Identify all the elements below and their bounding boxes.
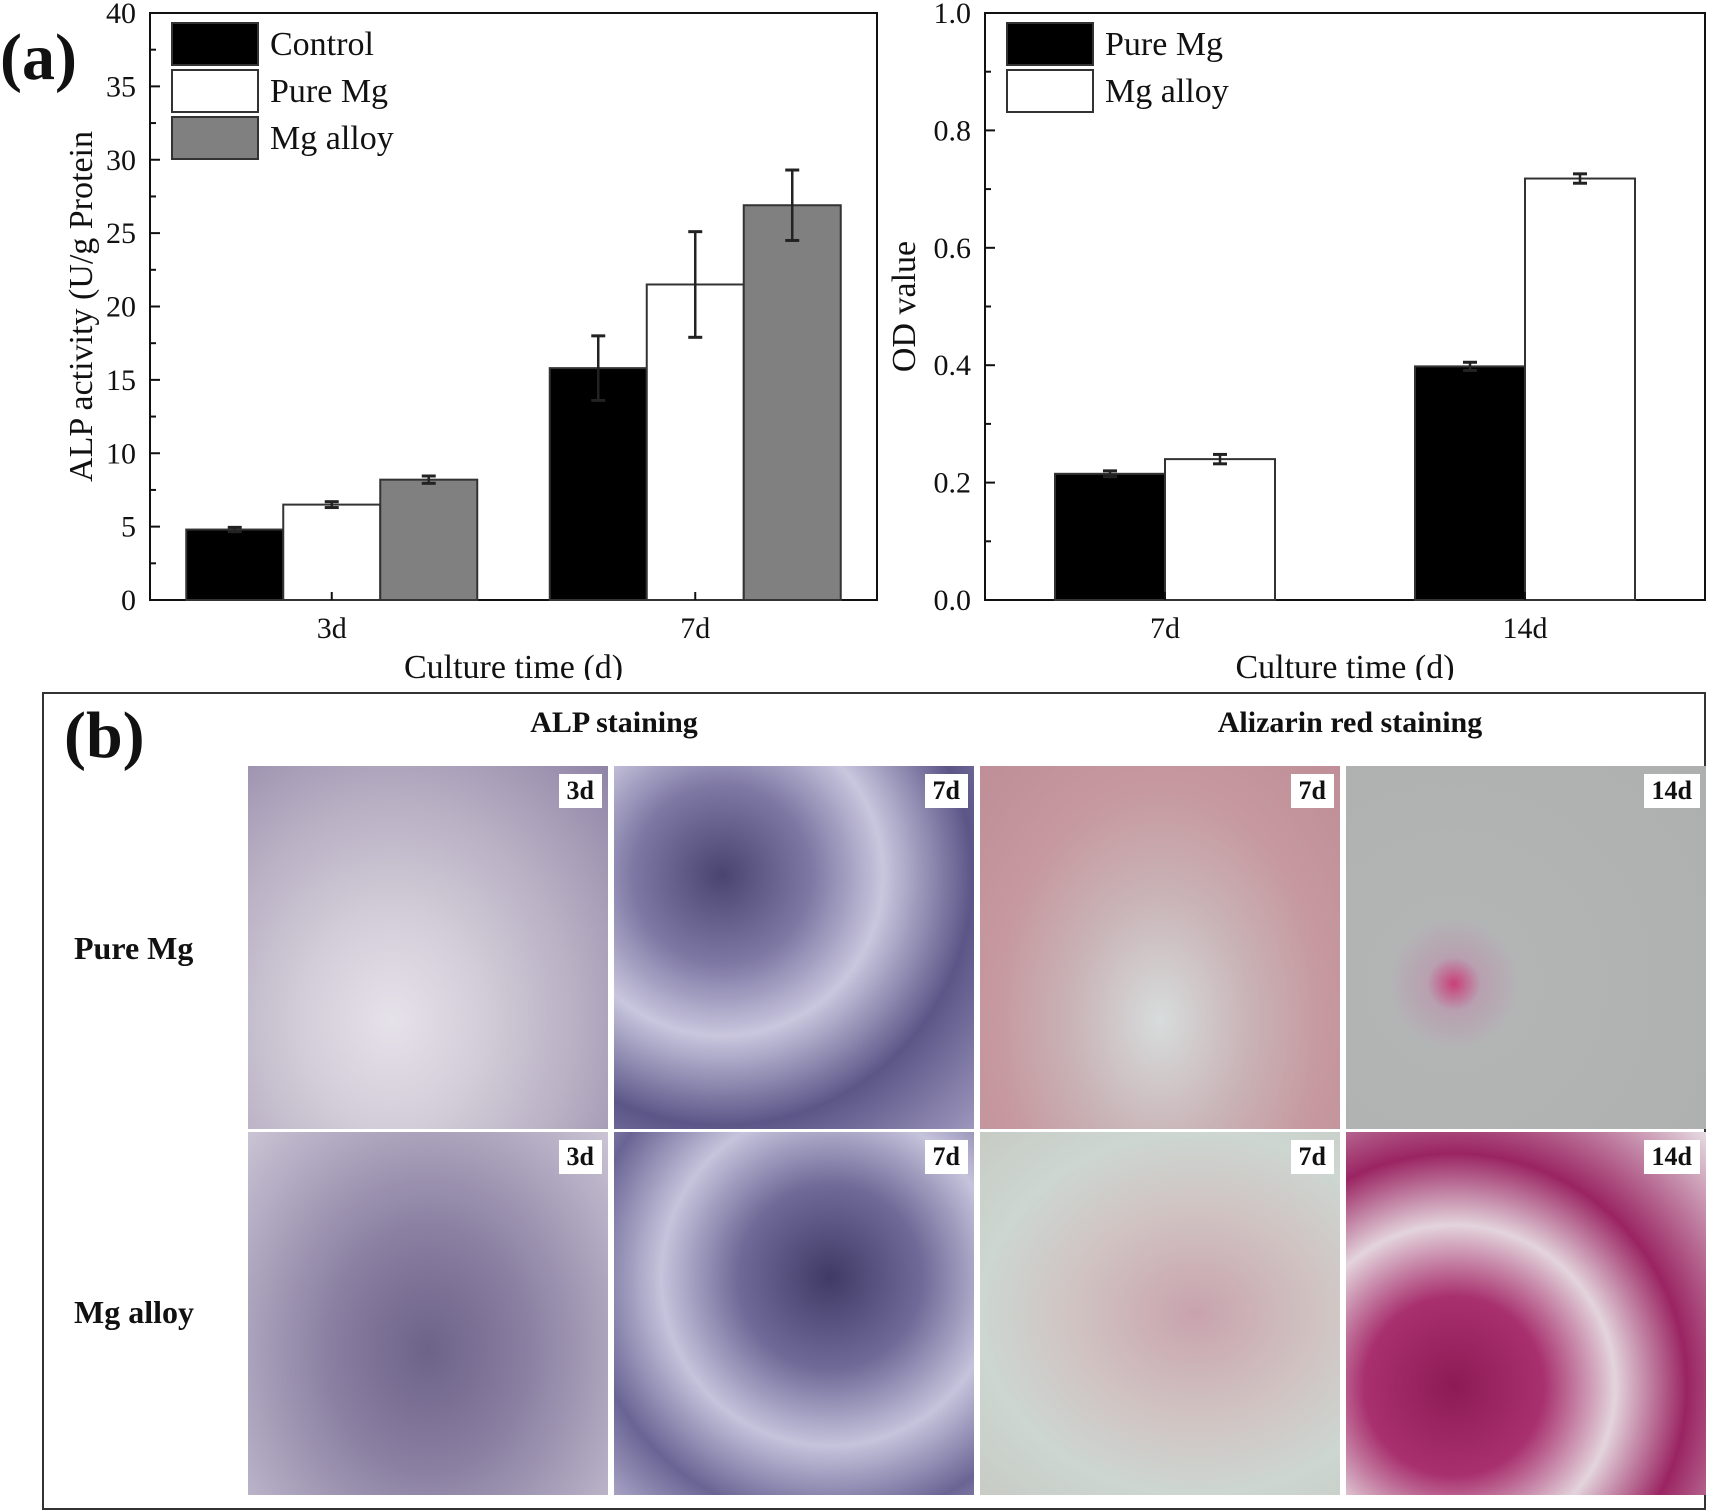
y-tick-label: 20 — [106, 291, 136, 324]
day-tag: 7d — [924, 774, 968, 808]
x-axis-label: Culture time (d) — [1235, 649, 1454, 680]
legend-swatch — [1006, 22, 1094, 66]
y-axis-label: OD value — [886, 241, 923, 372]
bar-control — [548, 367, 648, 602]
day-tag: 3d — [558, 774, 602, 808]
bar-pure-mg — [1054, 472, 1166, 602]
x-axis-label: Culture time (d) — [404, 649, 623, 680]
y-tick-label: 15 — [106, 364, 136, 397]
staining-panel: (b) ALP staining Alizarin red staining P… — [42, 692, 1706, 1510]
legend-swatch — [171, 116, 259, 160]
micrograph-pure-mg-alizarin-14d: 14d — [1346, 766, 1706, 1129]
micrograph-pure-mg-alp-3d: 3d — [248, 766, 608, 1129]
day-tag: 7d — [1290, 774, 1334, 808]
legend-swatch — [171, 22, 259, 66]
legend-label: Pure Mg — [1105, 26, 1223, 63]
bar-pure-mg — [282, 503, 382, 601]
day-tag: 3d — [558, 1140, 602, 1174]
micrograph-pure-mg-alp-7d: 7d — [614, 766, 974, 1129]
panel-a-label: (a) — [0, 21, 77, 94]
y-tick-label: 5 — [121, 511, 136, 544]
y-tick-label: 35 — [106, 70, 136, 103]
x-tick-label: 7d — [680, 612, 710, 645]
y-tick-label: 0.4 — [934, 349, 972, 382]
y-tick-label: 0.8 — [934, 114, 972, 147]
y-axis-label: ALP activity (U/g Protein — [63, 131, 100, 482]
bar-mg-alloy — [379, 478, 479, 602]
column-header-alizarin: Alizarin red staining — [1217, 706, 1483, 739]
legend-label: Pure Mg — [270, 73, 388, 110]
x-tick-label: 3d — [317, 612, 347, 645]
y-tick-label: 0 — [121, 584, 136, 617]
micrograph-mg-alloy-alizarin-7d: 7d — [980, 1132, 1340, 1495]
y-tick-label: 0.2 — [934, 467, 972, 500]
y-tick-label: 1.0 — [934, 0, 972, 30]
bar-mg-alloy — [1164, 458, 1276, 601]
y-tick-label: 40 — [106, 0, 136, 30]
panel-b-label: (b) — [64, 699, 145, 772]
alp-activity-chart: 0 5 10 15 20 25 30 35 40 3d 7d Culture time (d) ALP … — [63, 0, 878, 680]
legend-label: Mg alloy — [1105, 73, 1229, 110]
micrograph-mg-alloy-alp-3d: 3d — [248, 1132, 608, 1495]
micrograph-mg-alloy-alp-7d: 7d — [614, 1132, 974, 1495]
bar-mg-alloy — [742, 204, 842, 601]
y-tick-label: 0.6 — [934, 232, 972, 265]
x-tick-label: 7d — [1150, 612, 1180, 645]
legend-swatch — [1006, 69, 1094, 113]
y-tick-label: 25 — [106, 217, 136, 250]
legend-label: Control — [270, 26, 374, 63]
day-tag: 7d — [1290, 1140, 1334, 1174]
row-label-mg-alloy: Mg alloy — [74, 1294, 194, 1330]
od-value-chart: 0.0 0.2 0.4 0.6 0.8 1.0 7d 14d Culture time (d) O… — [886, 0, 1706, 680]
legend-swatch — [171, 69, 259, 113]
y-tick-label: 0.0 — [934, 584, 972, 617]
bar-mg-alloy — [1524, 177, 1636, 601]
y-tick-label: 10 — [106, 437, 136, 470]
micrograph-mg-alloy-alizarin-14d: 14d — [1346, 1132, 1706, 1495]
bar-control — [185, 528, 285, 601]
micrograph-pure-mg-alizarin-7d: 7d — [980, 766, 1340, 1129]
y-tick-label: 30 — [106, 144, 136, 177]
bar-pure-mg — [1414, 365, 1526, 601]
day-tag: 14d — [1643, 774, 1700, 808]
row-label-pure-mg: Pure Mg — [74, 930, 194, 966]
column-header-alp: ALP staining — [530, 706, 698, 739]
x-tick-label: 14d — [1503, 612, 1548, 645]
day-tag: 7d — [924, 1140, 968, 1174]
legend-label: Mg alloy — [270, 120, 394, 157]
day-tag: 14d — [1643, 1140, 1700, 1174]
